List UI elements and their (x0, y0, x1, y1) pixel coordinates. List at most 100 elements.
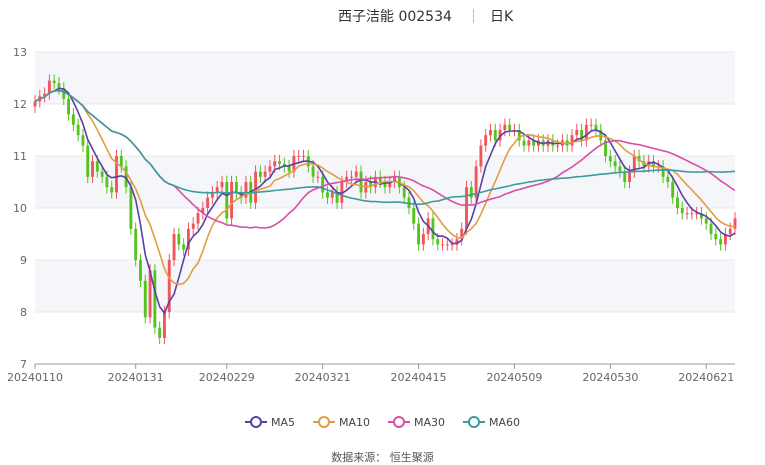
candle-body (297, 156, 301, 157)
legend-ma30-swatch (388, 416, 410, 428)
candle-body (604, 140, 607, 156)
candle-body (110, 187, 114, 193)
candle-body (676, 197, 679, 208)
title-divider (473, 9, 474, 23)
candle-body (273, 161, 277, 167)
legend-ma60[interactable]: MA60 (463, 412, 520, 432)
candle-body (637, 156, 641, 162)
legend-ma30-label: MA30 (414, 415, 446, 429)
candle-body (575, 130, 579, 136)
candle-body (584, 124, 588, 141)
candle-body (690, 213, 694, 215)
x-tick-label: 20240229 (199, 371, 255, 384)
candle-body (652, 161, 655, 167)
candle-body (91, 161, 94, 177)
candle-body (666, 176, 670, 182)
candle-body (167, 260, 171, 312)
candle-body (503, 124, 507, 130)
candle-body (570, 135, 574, 146)
stock-name-code: 西子洁能 002534 (338, 9, 452, 25)
legend-ma5[interactable]: MA5 (244, 412, 295, 432)
ma60-line (34, 89, 736, 206)
source-label: 数据来源： (331, 451, 387, 464)
candle-body (33, 101, 37, 107)
candle-body (345, 176, 349, 182)
candle-body (700, 213, 703, 219)
candle-body (115, 156, 118, 193)
candle-body (508, 124, 512, 130)
legend-ma5-swatch (244, 416, 267, 428)
candle-body (201, 208, 205, 214)
candle-body (57, 83, 61, 89)
candle-body (402, 187, 406, 198)
candle-body (278, 161, 281, 164)
candle-body (354, 171, 358, 177)
candle-body (383, 182, 387, 188)
candle-body (234, 182, 238, 193)
legend-ma10[interactable]: MA10 (312, 412, 370, 432)
candle-body (618, 166, 622, 172)
candle-body (608, 156, 612, 162)
candle-body (728, 228, 732, 234)
candle-body (158, 327, 162, 338)
candle-body (330, 192, 334, 198)
candle-body (455, 239, 459, 245)
chart-legend: MA5 MA10 MA30 MA60 (0, 412, 765, 432)
candle-body (52, 80, 56, 84)
candle-body (182, 244, 186, 250)
candle-body (335, 192, 339, 203)
candle-body (191, 223, 195, 229)
candle-body (321, 176, 325, 193)
candle-body (134, 228, 138, 260)
candle-body (378, 176, 382, 182)
candle-body (71, 114, 75, 125)
candle-body (81, 135, 85, 146)
ma10-line (34, 89, 736, 286)
candle-body (105, 176, 109, 188)
candle-body (206, 197, 210, 208)
candle-body (632, 156, 636, 172)
candle-body (709, 223, 713, 234)
candle-body (714, 234, 718, 240)
candle-body (479, 145, 483, 167)
candle-body (450, 244, 454, 246)
candle-body (62, 88, 66, 99)
candle-body (695, 213, 699, 215)
candle-body (119, 156, 123, 167)
candle-body (215, 187, 219, 193)
candle-body (388, 182, 392, 188)
y-tick-label: 9 (20, 254, 27, 267)
candle-body (350, 176, 353, 178)
candle-body (129, 187, 133, 229)
candle-body (421, 234, 425, 245)
candle-body (623, 171, 627, 182)
x-tick-label: 20240321 (295, 371, 351, 384)
y-tick-label: 7 (20, 358, 27, 371)
candle-body (139, 260, 142, 281)
candle-body (326, 192, 329, 198)
legend-ma30[interactable]: MA30 (388, 412, 445, 432)
candle-body (163, 312, 166, 338)
candle-body (177, 234, 181, 245)
candle-body (594, 124, 598, 130)
y-tick-label: 8 (20, 306, 27, 319)
candle-body (196, 213, 200, 224)
candle-body (268, 166, 272, 172)
grid-band (35, 52, 735, 104)
x-tick-label: 20240110 (7, 371, 63, 384)
candle-body (412, 208, 416, 224)
candle-body (186, 228, 190, 250)
candle-body (469, 187, 473, 198)
candle-body (47, 80, 51, 94)
candle-body (431, 218, 435, 240)
y-tick-label: 11 (13, 150, 27, 163)
candle-body (580, 130, 584, 141)
candle-body (556, 145, 560, 147)
candle-body (220, 182, 224, 188)
candle-body (613, 161, 617, 167)
data-source: 数据来源： 恒生聚源 (0, 449, 765, 465)
candle-body (493, 130, 497, 141)
candle-body (436, 239, 440, 245)
candle-body (532, 140, 536, 146)
candle-body (733, 218, 737, 229)
